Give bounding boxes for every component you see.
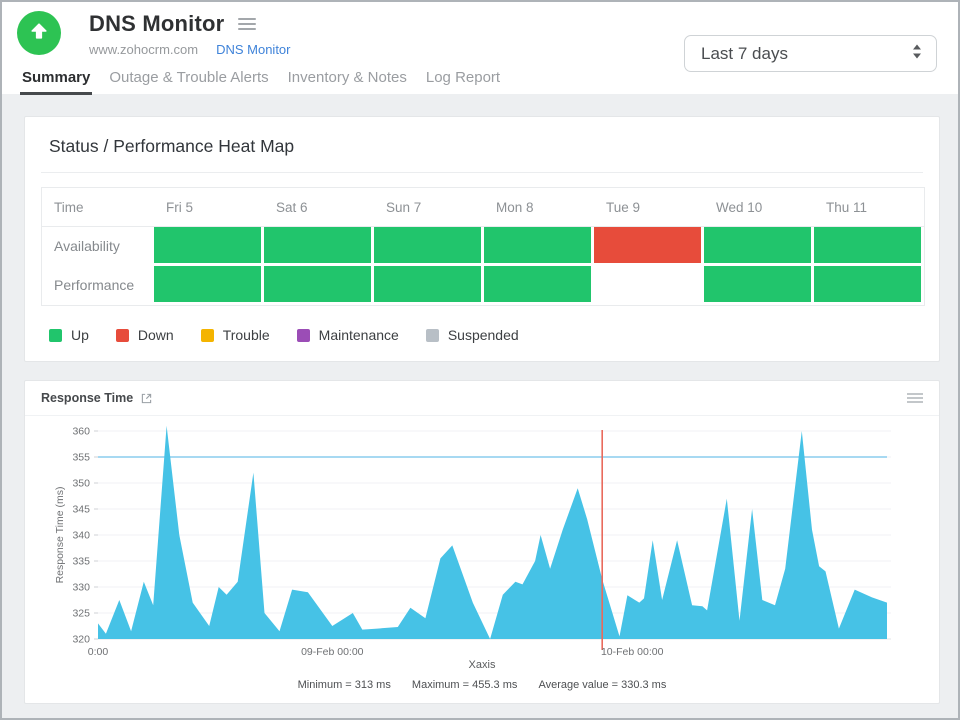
heatmap-row-label: Performance <box>42 266 154 305</box>
heatmap-col-header: Fri 5 <box>154 188 264 227</box>
legend-label: Down <box>137 327 174 343</box>
heatmap-time-header: Time <box>42 188 154 227</box>
svg-text:355: 355 <box>72 452 90 464</box>
monitor-type-link[interactable]: DNS Monitor <box>216 42 291 57</box>
heatmap-table: Time Fri 5 Sat 6 Sun 7 Mon 8 Tue 9 Wed 10 Thu 1… <box>41 187 925 306</box>
legend-label: Up <box>71 327 89 343</box>
heatmap-cell-up <box>264 266 374 305</box>
date-range-value: Last 7 days <box>701 43 788 63</box>
hamburger-menu-icon[interactable] <box>238 18 257 30</box>
heatmap-legend: Up Down Trouble Maintenance Suspended <box>49 327 923 343</box>
chart-xaxis-title: Xaxis <box>468 659 496 671</box>
heatmap-cell-up <box>484 227 594 266</box>
heatmap-cell-up <box>814 227 924 266</box>
date-range-select[interactable]: Last 7 days <box>684 35 937 72</box>
svg-text:0:00: 0:00 <box>88 646 109 658</box>
heatmap-cell-up <box>704 227 814 266</box>
legend-swatch-icon <box>115 328 129 342</box>
svg-text:330: 330 <box>72 582 90 594</box>
legend-swatch-icon <box>200 328 214 342</box>
heatmap-cell-up <box>704 266 814 305</box>
stat-minimum: Minimum = 313 ms <box>297 679 391 691</box>
svg-text:340: 340 <box>72 530 90 542</box>
heatmap-col-header: Sun 7 <box>374 188 484 227</box>
updown-arrows-icon <box>912 44 922 64</box>
svg-text:09-Feb 00:00: 09-Feb 00:00 <box>301 646 364 658</box>
page-title: DNS Monitor <box>89 11 225 36</box>
legend-label: Maintenance <box>318 327 399 343</box>
svg-text:345: 345 <box>72 504 90 516</box>
heatmap-cell-up <box>154 227 264 266</box>
heatmap-cell-up <box>374 266 484 305</box>
heatmap-cell-up <box>814 266 924 305</box>
monitor-host: www.zohocrm.com <box>89 42 199 57</box>
monitor-status-icon <box>17 11 61 55</box>
legend-item: Maintenance <box>296 327 399 343</box>
heatmap-cell-up <box>154 266 264 305</box>
heatmap-title: Status / Performance Heat Map <box>41 117 923 173</box>
heatmap-col-header: Tue 9 <box>594 188 704 227</box>
svg-text:325: 325 <box>72 608 90 620</box>
legend-label: Trouble <box>222 327 270 343</box>
svg-text:320: 320 <box>72 634 90 646</box>
legend-swatch-icon <box>49 328 62 342</box>
chart-header: Response Time <box>25 381 939 416</box>
svg-text:360: 360 <box>72 426 90 438</box>
stat-average: Average value = 330.3 ms <box>538 679 667 691</box>
heatmap-cell-up <box>374 227 484 266</box>
tab-inventory-notes[interactable]: Inventory & Notes <box>287 69 407 86</box>
svg-text:335: 335 <box>72 556 90 568</box>
legend-item: Suspended <box>425 327 519 343</box>
heatmap-row-label: Availability <box>42 227 154 266</box>
chart-menu-icon[interactable] <box>907 393 923 403</box>
legend-swatch-icon <box>296 328 310 342</box>
tab-log-report[interactable]: Log Report <box>425 69 501 86</box>
tab-outage-trouble-alerts[interactable]: Outage & Trouble Alerts <box>109 69 269 86</box>
response-time-card: Response Time 320 325 330 335 340 345 350 355 36… <box>24 380 940 704</box>
svg-text:350: 350 <box>72 478 90 490</box>
up-arrow-icon <box>28 20 50 47</box>
response-time-chart: 320 325 330 335 340 345 350 355 360 0:00 09-Feb 00… <box>54 426 891 658</box>
external-link-icon[interactable] <box>141 393 152 404</box>
stat-maximum: Maximum = 455.3 ms <box>411 679 518 691</box>
legend-label: Suspended <box>447 327 519 343</box>
heatmap-col-header: Sat 6 <box>264 188 374 227</box>
tab-bar: Summary Outage & Trouble Alerts Inventor… <box>2 69 958 95</box>
legend-item: Up <box>49 327 89 343</box>
legend-item: Down <box>115 327 174 343</box>
heatmap-col-header: Mon 8 <box>484 188 594 227</box>
legend-swatch-icon <box>425 328 439 342</box>
heatmap-col-header: Wed 10 <box>704 188 814 227</box>
heatmap-cell-down <box>594 227 704 266</box>
heatmap-cell-none <box>594 266 704 305</box>
heatmap-cell-up <box>264 227 374 266</box>
svg-text:10-Feb 00:00: 10-Feb 00:00 <box>601 646 664 658</box>
chart-stats: Minimum = 313 ms Maximum = 455.3 ms Aver… <box>25 679 939 691</box>
svg-text:Response Time (ms): Response Time (ms) <box>54 487 66 584</box>
heatmap-col-header: Thu 11 <box>814 188 924 227</box>
chart-title: Response Time <box>41 391 134 405</box>
legend-item: Trouble <box>200 327 270 343</box>
tab-summary[interactable]: Summary <box>19 69 93 95</box>
page-header: DNS Monitor www.zohocrm.com DNS Monitor … <box>2 2 958 95</box>
heatmap-cell-up <box>484 266 594 305</box>
